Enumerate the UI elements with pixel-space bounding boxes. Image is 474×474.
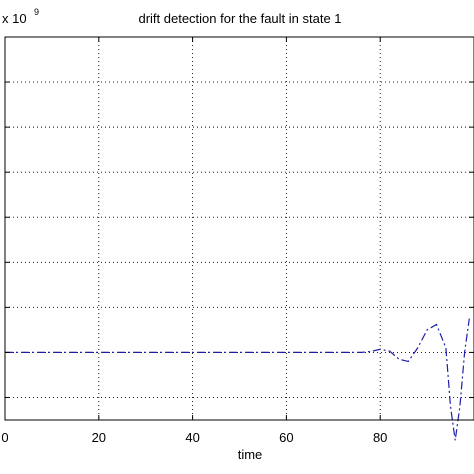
x-tick-label: 0: [1, 430, 8, 445]
multiplier-base: x 10: [2, 11, 27, 26]
multiplier-exponent: 9: [34, 7, 39, 17]
chart-title: drift detection for the fault in state 1: [138, 11, 341, 26]
x-axis-label: time: [238, 447, 263, 462]
tick-labels: 0 20 40 60 80: [1, 430, 387, 445]
x-tick-label: 60: [279, 430, 293, 445]
y-multiplier: x 10 9: [2, 7, 39, 26]
series-line: [5, 318, 470, 441]
series-layer: [5, 318, 470, 441]
x-tick-label: 80: [373, 430, 387, 445]
ticks: [4, 36, 474, 420]
grid: [5, 37, 474, 420]
x-tick-label: 20: [92, 430, 106, 445]
plot-frame: [4, 36, 474, 421]
x-tick-label: 40: [185, 430, 199, 445]
